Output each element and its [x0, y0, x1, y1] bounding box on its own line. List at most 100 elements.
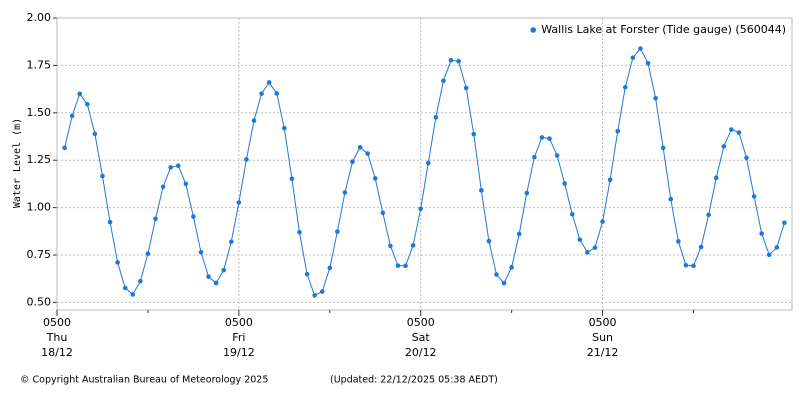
marker — [471, 131, 477, 137]
marker — [297, 229, 302, 235]
x-tick-label: Fri — [232, 331, 245, 344]
marker — [115, 260, 120, 265]
x-tick-label: Thu — [46, 331, 68, 344]
marker — [615, 128, 621, 134]
marker — [221, 267, 227, 273]
marker — [691, 263, 696, 269]
marker — [138, 278, 143, 284]
marker — [713, 175, 719, 181]
marker — [683, 262, 689, 268]
marker — [607, 177, 613, 183]
line — [64, 47, 785, 297]
y-tick-label: 1.75 — [27, 58, 52, 71]
marker — [600, 219, 605, 224]
marker — [69, 113, 75, 119]
marker — [130, 292, 136, 297]
x-tick-label: 0500 — [43, 316, 71, 329]
marker — [532, 154, 537, 160]
x-tick-label: 0500 — [407, 316, 435, 329]
marker — [410, 243, 416, 248]
marker — [312, 293, 317, 298]
marker — [562, 181, 567, 186]
marker — [729, 127, 734, 132]
marker — [638, 46, 643, 51]
marker — [388, 243, 393, 249]
marker — [380, 210, 386, 216]
marker — [622, 84, 628, 90]
marker — [213, 280, 219, 286]
y-axis-label: Water Level (m) — [12, 118, 23, 208]
marker — [236, 200, 242, 205]
marker — [319, 289, 325, 294]
marker — [403, 263, 408, 269]
marker — [721, 144, 727, 149]
y-tick-label: 0.75 — [27, 248, 52, 261]
marker — [653, 95, 658, 101]
marker — [228, 239, 234, 245]
marker — [274, 91, 280, 96]
y-tick-label: 1.00 — [27, 201, 52, 214]
marker — [592, 245, 598, 250]
marker — [62, 145, 67, 151]
marker — [107, 219, 113, 225]
marker — [676, 239, 681, 244]
marker — [100, 173, 105, 179]
x-tick-label: 20/12 — [405, 346, 437, 359]
marker — [501, 280, 507, 286]
plot-frame — [56, 17, 793, 311]
marker — [782, 220, 787, 226]
marker — [736, 130, 742, 135]
y-tick-label: 0.50 — [27, 295, 52, 308]
y-tick-label: 1.50 — [27, 106, 52, 119]
marker — [395, 263, 401, 268]
marker — [160, 184, 166, 190]
marker — [335, 229, 340, 234]
x-tick-label: Sun — [592, 331, 613, 344]
marker — [516, 231, 522, 237]
marker — [92, 131, 98, 137]
x-tick-label: 21/12 — [587, 346, 619, 359]
marker — [577, 237, 583, 242]
y-tick-label: 1.25 — [27, 153, 52, 166]
marker — [350, 159, 355, 165]
x-tick-label: 19/12 — [223, 346, 255, 359]
marker — [547, 136, 552, 141]
marker — [759, 231, 764, 236]
marker — [774, 245, 780, 250]
marker — [630, 55, 636, 60]
marker — [456, 58, 461, 64]
y-tick-label: 2.00 — [27, 11, 52, 24]
marker — [486, 238, 492, 244]
marker — [122, 285, 128, 291]
marker — [524, 190, 530, 196]
marker — [266, 80, 272, 85]
marker — [569, 211, 575, 217]
marker — [175, 163, 181, 169]
legend-label: Wallis Lake at Forster (Tide gauge) (560… — [541, 23, 786, 36]
marker — [463, 85, 469, 91]
updated: (Updated: 22/12/2025 05:38 AEDT) — [330, 375, 498, 386]
x-tick-label: 0500 — [225, 316, 253, 329]
x-tick-label: 0500 — [589, 316, 617, 329]
marker — [425, 160, 431, 166]
marker — [554, 153, 560, 158]
marker — [342, 190, 348, 195]
marker — [357, 145, 363, 150]
marker — [198, 249, 204, 255]
marker — [372, 176, 378, 181]
marker — [494, 272, 499, 277]
marker — [448, 57, 454, 63]
marker — [244, 157, 249, 162]
marker — [660, 145, 666, 151]
marker — [479, 188, 484, 193]
marker — [145, 251, 151, 256]
marker — [153, 216, 158, 222]
marker — [585, 250, 590, 255]
marker — [206, 274, 211, 279]
marker — [259, 91, 264, 96]
marker — [304, 271, 310, 277]
marker — [668, 196, 674, 202]
copyright: © Copyright Australian Bureau of Meteoro… — [20, 375, 268, 386]
marker — [289, 176, 295, 182]
